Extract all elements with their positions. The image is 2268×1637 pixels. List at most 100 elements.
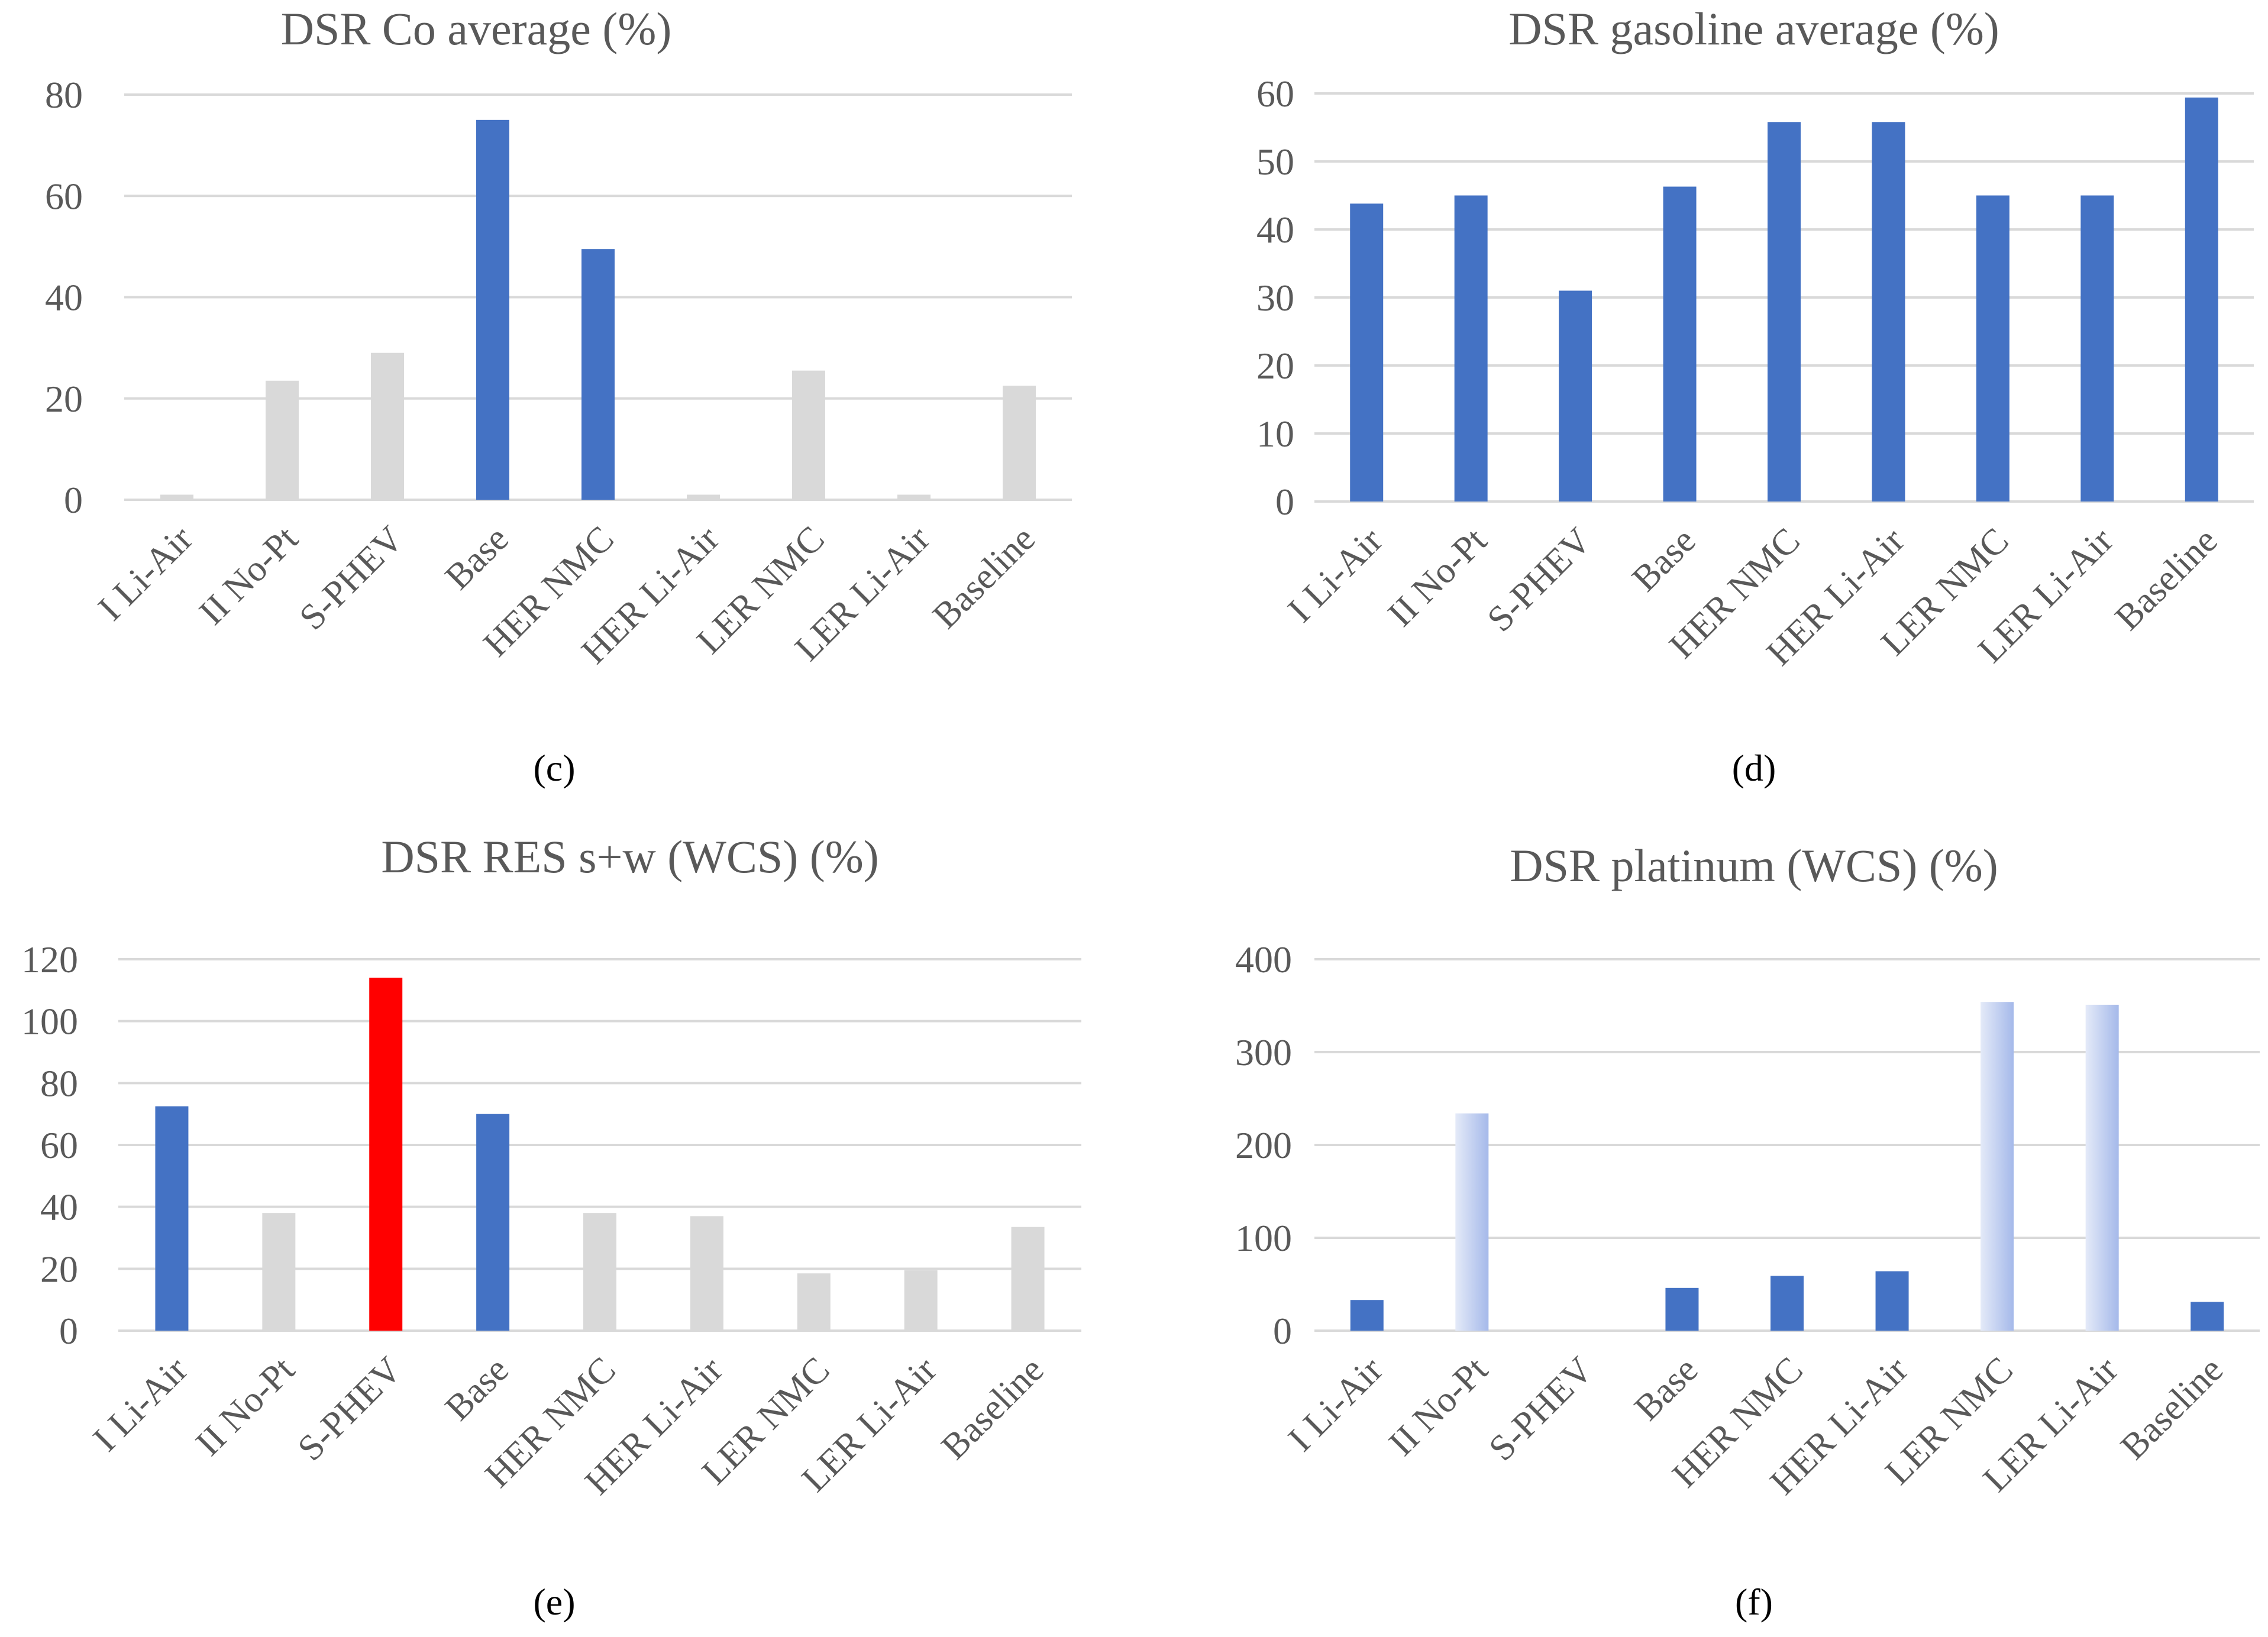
bar-baseline	[2191, 1302, 2224, 1331]
x-tick-label: Baseline	[2113, 1350, 2231, 1467]
bar-s-phev	[1559, 290, 1592, 502]
x-tick-label: S-PHEV	[1481, 1350, 1601, 1469]
y-tick-label: 0	[1273, 1310, 1292, 1352]
y-tick-label: 80	[40, 1062, 78, 1104]
x-tick-label: II No-Pt	[192, 519, 306, 633]
y-tick-label: 60	[1256, 73, 1294, 115]
bar-ler-nmc	[1981, 1002, 2014, 1331]
x-tick-label: I Li-Air	[1280, 520, 1390, 630]
x-tick-label: S-PHEV	[290, 1350, 410, 1469]
y-axis-ticks: 0 20 40 60 80	[45, 74, 83, 521]
bar-base	[476, 1114, 510, 1331]
chart-panel-e: DSR RES s+w (WCS) (%) 0 20 40 60 80 100 120 I …	[21, 831, 1081, 1623]
y-tick-label: 0	[59, 1310, 78, 1352]
panel-label: (d)	[1732, 747, 1776, 789]
bar-ii-no-pt	[266, 380, 299, 500]
panel-label: (e)	[533, 1581, 575, 1623]
bar-ler-nmc	[797, 1273, 831, 1331]
x-tick-label: S-PHEV	[292, 519, 411, 638]
chart-title: DSR RES s+w (WCS) (%)	[381, 831, 878, 882]
bar-her-nmc	[583, 1213, 616, 1331]
x-tick-label: Base	[438, 1350, 516, 1428]
bar-her-nmc	[581, 249, 615, 500]
y-tick-label: 60	[40, 1124, 78, 1166]
x-tick-label: Baseline	[925, 519, 1043, 636]
y-axis-ticks: 0 100 200 300 400	[1235, 939, 1292, 1352]
bar-ii-no-pt	[1455, 1113, 1489, 1331]
bar-her-li-air	[1875, 1271, 1909, 1331]
bar-s-phev	[371, 352, 404, 500]
chart-title: DSR gasoline average (%)	[1508, 3, 1999, 54]
x-tick-label: I Li-Air	[91, 519, 201, 629]
y-tick-label: 10	[1256, 413, 1294, 455]
bar-s-phev	[369, 978, 403, 1331]
bar-i-li-air	[1350, 203, 1384, 502]
bar-her-nmc	[1768, 122, 1801, 502]
bars	[1350, 1002, 2224, 1331]
chart-panel-d: DSR gasoline average (%) 0 10 20 30 40 50 60 I…	[1256, 3, 2254, 789]
x-tick-label: II No-Pt	[1381, 520, 1495, 635]
x-tick-label: I Li-Air	[86, 1350, 196, 1460]
y-tick-label: 40	[40, 1186, 78, 1228]
y-tick-label: 50	[1256, 141, 1294, 183]
bar-i-li-air	[160, 494, 193, 500]
bar-her-li-air	[687, 494, 720, 500]
x-tick-label: II No-Pt	[188, 1350, 302, 1464]
y-tick-label: 20	[40, 1248, 78, 1290]
x-tick-label: Base	[1627, 1350, 1705, 1428]
bar-baseline	[1011, 1227, 1045, 1331]
y-tick-label: 120	[21, 939, 78, 981]
bar-base	[1663, 186, 1697, 502]
chart-title: DSR Co average (%)	[281, 3, 672, 54]
y-tick-label: 0	[1275, 481, 1294, 523]
y-tick-label: 20	[45, 378, 83, 420]
y-axis-ticks: 0 10 20 30 40 50 60	[1256, 73, 1294, 523]
y-tick-label: 100	[21, 1001, 78, 1043]
bar-i-li-air	[1350, 1300, 1384, 1331]
x-tick-label: Base	[1624, 520, 1703, 599]
bar-ler-li-air	[904, 1270, 938, 1331]
panel-label: (f)	[1735, 1581, 1773, 1623]
y-tick-label: 300	[1235, 1031, 1292, 1073]
y-tick-label: 60	[45, 175, 83, 217]
bar-ii-no-pt	[262, 1213, 296, 1331]
bar-ler-li-air	[2080, 195, 2114, 502]
bar-her-nmc	[1771, 1276, 1804, 1331]
x-tick-label: I Li-Air	[1281, 1350, 1391, 1460]
y-tick-label: 200	[1235, 1124, 1292, 1166]
bar-ler-nmc	[792, 370, 825, 500]
chart-title: DSR platinum (WCS) (%)	[1510, 840, 1998, 891]
bar-ler-li-air	[2085, 1004, 2119, 1331]
bar-baseline	[1003, 386, 1036, 500]
panel-label: (c)	[533, 747, 575, 789]
bars	[1350, 97, 2218, 502]
bars	[155, 978, 1045, 1331]
y-tick-label: 400	[1235, 939, 1292, 981]
y-tick-label: 20	[1256, 345, 1294, 387]
bar-i-li-air	[155, 1106, 189, 1331]
bars	[160, 119, 1036, 500]
x-tick-label: II No-Pt	[1381, 1350, 1495, 1464]
bar-base	[1665, 1287, 1699, 1331]
x-tick-label: S-PHEV	[1479, 520, 1599, 640]
y-tick-label: 40	[45, 277, 83, 319]
y-tick-label: 0	[64, 479, 83, 521]
x-tick-label: Base	[438, 519, 516, 597]
bar-base	[476, 119, 509, 500]
y-tick-label: 40	[1256, 209, 1294, 251]
y-tick-label: 30	[1256, 277, 1294, 319]
chart-panel-f: DSR platinum (WCS) (%) 0 100 200 300 400 I L…	[1235, 840, 2260, 1623]
bar-ii-no-pt	[1454, 195, 1488, 502]
y-tick-label: 80	[45, 74, 83, 116]
bar-her-li-air	[690, 1216, 723, 1331]
bar-ler-li-air	[897, 494, 931, 500]
y-axis-ticks: 0 20 40 60 80 100 120	[21, 939, 78, 1352]
chart-panel-c: DSR Co average (%) 0 20 40 60 80 I Li-AirII …	[45, 3, 1072, 789]
bar-baseline	[2185, 97, 2218, 502]
y-tick-label: 100	[1235, 1217, 1292, 1259]
x-tick-label: Baseline	[933, 1350, 1051, 1467]
